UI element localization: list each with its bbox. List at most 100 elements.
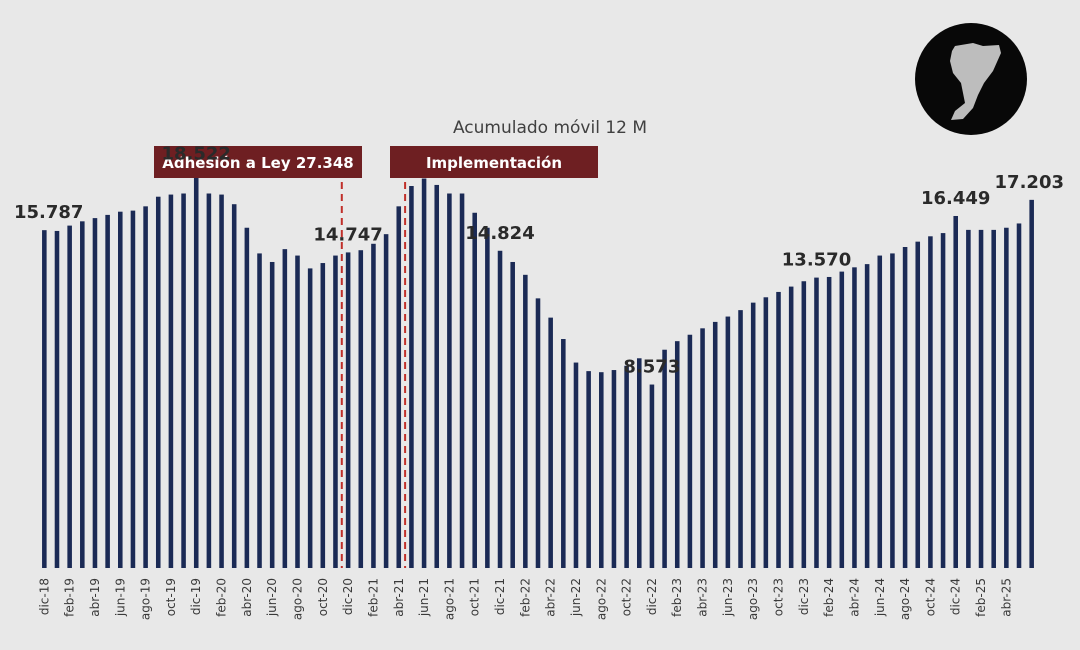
- bar-may-25: [1016, 223, 1022, 568]
- data-label-ene-24: 13.570: [782, 250, 851, 271]
- tick-label-ago-19: ago-19: [139, 578, 153, 620]
- tick-label-ago-24: ago-24: [898, 578, 912, 620]
- tick-label-feb-22: feb-22: [518, 578, 532, 617]
- bar-ago-21: [447, 193, 452, 568]
- tick-label-oct-20: oct-20: [316, 578, 330, 616]
- bar-ene-21: [358, 250, 364, 568]
- bar-ene-22: [510, 261, 515, 568]
- province-logo: [915, 23, 1027, 135]
- bar-dic-22: [649, 384, 655, 568]
- bar-feb-23: [674, 341, 680, 568]
- data-label-dic-19: 18.522: [161, 144, 230, 165]
- tick-label-feb-21: feb-21: [366, 578, 380, 617]
- bar-ago-20: [295, 255, 300, 568]
- bar-mar-21: [383, 234, 389, 568]
- bar-jun-24: [877, 255, 883, 568]
- bar-ago-23: [750, 302, 756, 568]
- bar-dic-21: [497, 250, 503, 568]
- bar-feb-20: [219, 194, 224, 568]
- bar-jun-25: [1029, 199, 1034, 569]
- data-label-dic-22: 8.573: [623, 357, 680, 378]
- bar-jul-22: [586, 371, 591, 568]
- bar-oct-20: [320, 263, 326, 568]
- bar-jul-19: [130, 210, 136, 568]
- bar-jun-19: [118, 211, 123, 568]
- tick-label-jun-20: jun-20: [265, 578, 279, 617]
- bar-feb-25: [978, 229, 984, 568]
- tick-label-dic-20: dic-20: [341, 578, 355, 615]
- bar-sep-20: [307, 268, 313, 568]
- tick-label-dic-23: dic-23: [797, 578, 811, 615]
- bar-oct-19: [168, 194, 174, 568]
- bar-ago-19: [143, 206, 148, 568]
- tick-label-oct-21: oct-21: [468, 578, 482, 616]
- bar-abr-20: [244, 227, 250, 569]
- event-annotation-label: Adhesión a Ley 27.348: [162, 154, 353, 172]
- bar-nov-19: [181, 193, 186, 568]
- bar-abr-23: [700, 328, 705, 568]
- tick-label-dic-19: dic-19: [189, 578, 203, 615]
- tick-label-dic-24: dic-24: [949, 578, 963, 615]
- bar-nov-20: [333, 255, 338, 568]
- bar-mar-25: [991, 229, 996, 568]
- tick-label-feb-19: feb-19: [63, 578, 77, 617]
- bar-nov-21: [485, 227, 490, 569]
- tick-label-abr-22: abr-22: [544, 578, 558, 617]
- bar-may-22: [561, 339, 566, 568]
- bar-sep-23: [763, 297, 769, 568]
- data-label-dic-21: 14.824: [465, 223, 534, 244]
- tick-label-feb-24: feb-24: [822, 578, 836, 617]
- bar-jun-21: [421, 178, 427, 568]
- x-axis-tick-labels: dic-18 feb-19 abr-19 jun-19 ago-19 oct-19 dic-…: [37, 578, 1013, 620]
- bar-may-19: [105, 214, 110, 568]
- bar-mar-22: [535, 298, 541, 568]
- tick-label-jun-23: jun-23: [721, 578, 735, 617]
- chart-title: Acumulado móvil 12 M: [453, 118, 647, 138]
- bar-sep-22: [611, 370, 617, 568]
- tick-label-oct-24: oct-24: [923, 578, 937, 616]
- bar-ene-23: [662, 349, 667, 568]
- bar-ene-24: [814, 277, 819, 568]
- tick-label-jun-24: jun-24: [873, 578, 887, 617]
- tick-label-ago-21: ago-21: [442, 578, 456, 620]
- tick-label-jun-22: jun-22: [569, 578, 583, 617]
- tick-label-abr-19: abr-19: [88, 578, 102, 617]
- bar-jul-24: [890, 253, 895, 569]
- bar-abr-24: [852, 267, 857, 568]
- bar-oct-22: [624, 365, 629, 568]
- bar-jul-23: [738, 310, 743, 568]
- tick-label-feb-20: feb-20: [215, 578, 229, 617]
- bar-ene-25: [966, 229, 971, 568]
- bar-ene-20: [206, 193, 212, 568]
- bar-feb-21: [371, 243, 376, 569]
- event-annotation-box: [154, 146, 362, 178]
- bar-feb-22: [523, 274, 528, 568]
- bar-mar-23: [687, 334, 693, 568]
- tick-label-jun-19: jun-19: [113, 578, 127, 617]
- tick-label-oct-19: oct-19: [164, 578, 178, 616]
- bar-abr-25: [1004, 227, 1009, 569]
- data-labels: 15.787 18.522 14.747 14.824 8.573 13.570 16.44…: [14, 144, 1064, 378]
- bar-may-23: [712, 321, 718, 568]
- tick-label-abr-21: abr-21: [392, 578, 406, 617]
- bar-sep-21: [459, 193, 465, 568]
- bar-jul-21: [434, 184, 440, 568]
- bar-abr-22: [548, 317, 553, 568]
- tick-label-ago-22: ago-22: [594, 578, 608, 620]
- tick-label-oct-22: oct-22: [620, 578, 634, 616]
- bar-jun-22: [573, 362, 579, 568]
- data-label-dic-18: 15.787: [14, 202, 83, 223]
- bar-ago-24: [902, 247, 908, 568]
- tick-label-ago-23: ago-23: [746, 578, 760, 620]
- bar-nov-24: [940, 233, 946, 568]
- bar-mar-19: [80, 221, 85, 568]
- bar-sep-19: [155, 196, 161, 568]
- bar-jun-23: [725, 316, 731, 568]
- bar-ago-22: [599, 372, 604, 568]
- bar-mar-24: [839, 271, 845, 568]
- bar-may-21: [409, 186, 414, 568]
- bar-dic-20: [345, 252, 351, 568]
- tick-label-abr-24: abr-24: [848, 578, 862, 617]
- event-markers: Adhesión a Ley 27.348 Implementación: [154, 146, 598, 568]
